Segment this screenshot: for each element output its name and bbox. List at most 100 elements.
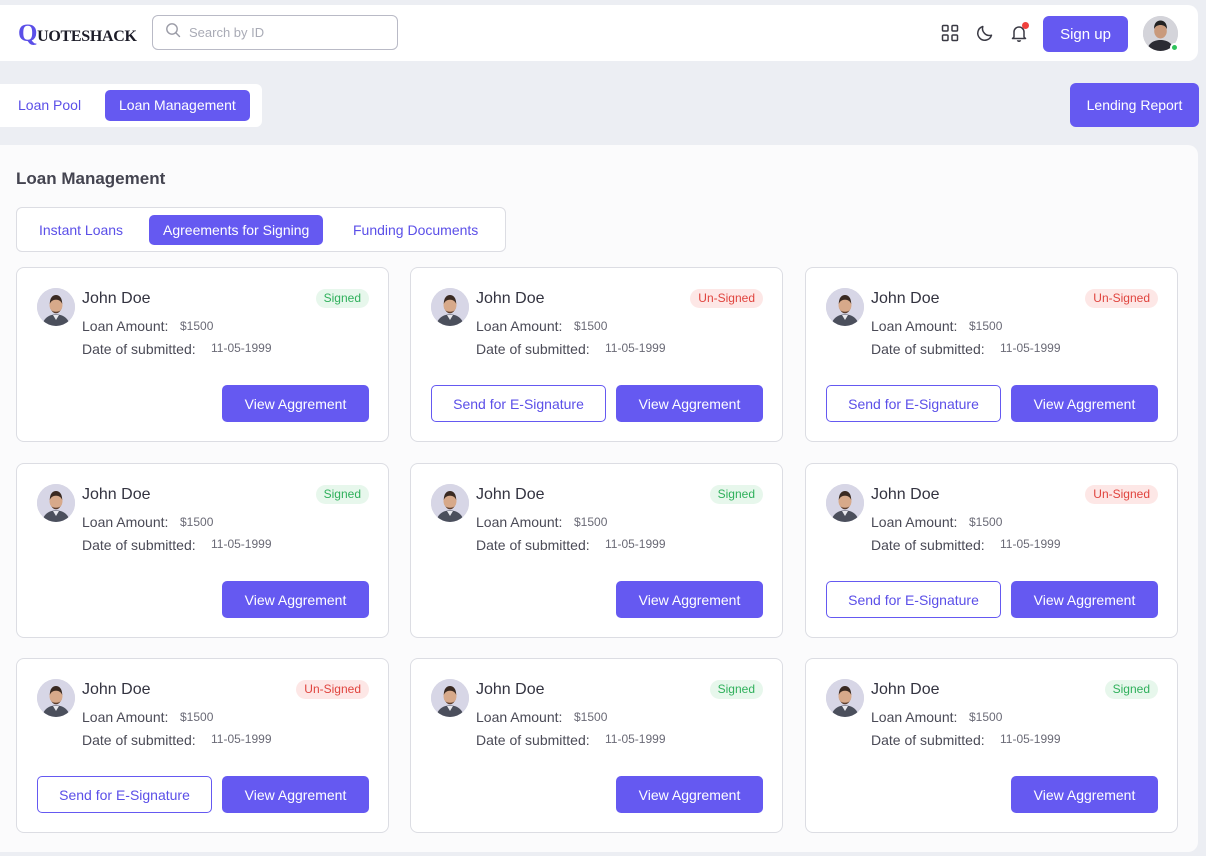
agreement-card: John Doe Signed Loan Amount: $1500 Date of s… (16, 267, 389, 442)
loan-amount-label: Loan Amount: (871, 318, 958, 334)
agreement-card: John Doe Un-Signed Loan Amount: $1500 Date o… (805, 463, 1178, 638)
notification-bell-icon[interactable] (1010, 22, 1029, 42)
loan-amount-label: Loan Amount: (476, 318, 563, 334)
loan-amount-label: Loan Amount: (871, 514, 958, 530)
status-badge: Signed (709, 680, 763, 699)
agreement-card: John Doe Un-Signed Loan Amount: $1500 Date o… (16, 658, 389, 833)
grid-apps-icon[interactable] (941, 24, 959, 42)
search-input[interactable] (189, 25, 389, 40)
page-title: Loan Management (16, 169, 166, 188)
date-submitted-value: 11-05-1999 (1000, 732, 1061, 746)
agreement-card: John Doe Signed Loan Amount: $1500 Date of s… (16, 463, 389, 638)
loan-amount-value: $1500 (180, 319, 214, 333)
user-avatar[interactable] (1143, 16, 1179, 52)
date-submitted-label: Date of submitted: (871, 732, 985, 748)
online-status-dot (1170, 43, 1179, 52)
send-e-signature-button[interactable]: Send for E-Signature (431, 385, 606, 422)
section-tabs: Loan Pool Loan Management (0, 84, 262, 127)
date-submitted-value: 11-05-1999 (211, 732, 272, 746)
date-submitted-value: 11-05-1999 (1000, 341, 1061, 355)
borrower-avatar (431, 679, 469, 717)
date-submitted-value: 11-05-1999 (605, 341, 666, 355)
borrower-avatar (37, 679, 75, 717)
date-submitted-label: Date of submitted: (476, 732, 590, 748)
view-agreement-button[interactable]: View Aggrement (1011, 581, 1158, 618)
status-badge: Un-Signed (1085, 485, 1158, 504)
logo-initial: Q (18, 20, 38, 47)
search-box[interactable] (152, 15, 398, 50)
loan-amount-value: $1500 (180, 710, 214, 724)
date-submitted-label: Date of submitted: (82, 732, 196, 748)
agreement-card: John Doe Un-Signed Loan Amount: $1500 Date o… (805, 267, 1178, 442)
view-agreement-button[interactable]: View Aggrement (222, 776, 369, 813)
borrower-avatar (431, 484, 469, 522)
logo-text: UOTESHACK (37, 28, 137, 45)
status-badge: Un-Signed (690, 289, 763, 308)
borrower-avatar (431, 288, 469, 326)
lending-report-button[interactable]: Lending Report (1070, 83, 1199, 127)
borrower-name: John Doe (82, 290, 151, 307)
borrower-avatar (826, 679, 864, 717)
view-agreement-button[interactable]: View Aggrement (616, 581, 763, 618)
view-agreement-button[interactable]: View Aggrement (616, 385, 763, 422)
sign-up-button[interactable]: Sign up (1043, 16, 1128, 52)
date-submitted-value: 11-05-1999 (605, 537, 666, 551)
status-badge: Signed (1104, 680, 1158, 699)
date-submitted-label: Date of submitted: (82, 341, 196, 357)
loan-amount-value: $1500 (574, 710, 608, 724)
loan-amount-value: $1500 (969, 710, 1003, 724)
agreement-card: John Doe Signed Loan Amount: $1500 Date of s… (410, 658, 783, 833)
loan-amount-value: $1500 (574, 319, 608, 333)
status-badge: Signed (709, 485, 763, 504)
brand-logo[interactable]: Q UOTESHACK (18, 20, 137, 48)
loan-amount-label: Loan Amount: (82, 318, 169, 334)
borrower-name: John Doe (871, 681, 940, 698)
borrower-name: John Doe (82, 486, 151, 503)
send-e-signature-button[interactable]: Send for E-Signature (826, 581, 1001, 618)
date-submitted-label: Date of submitted: (476, 341, 590, 357)
loan-amount-label: Loan Amount: (82, 514, 169, 530)
view-agreement-button[interactable]: View Aggrement (616, 776, 763, 813)
borrower-name: John Doe (476, 486, 545, 503)
tab-instant-loans[interactable]: Instant Loans (39, 222, 124, 238)
tab-funding-documents[interactable]: Funding Documents (353, 222, 479, 238)
loan-amount-value: $1500 (574, 515, 608, 529)
loan-amount-label: Loan Amount: (476, 514, 563, 530)
date-submitted-label: Date of submitted: (476, 537, 590, 553)
borrower-avatar (37, 484, 75, 522)
status-badge: Signed (315, 485, 369, 504)
borrower-avatar (826, 288, 864, 326)
loan-amount-label: Loan Amount: (871, 709, 958, 725)
agreement-card: John Doe Un-Signed Loan Amount: $1500 Date o… (410, 267, 783, 442)
borrower-avatar (37, 288, 75, 326)
date-submitted-value: 11-05-1999 (211, 537, 272, 551)
agreement-card: John Doe Signed Loan Amount: $1500 Date of s… (805, 658, 1178, 833)
loan-amount-label: Loan Amount: (476, 709, 563, 725)
dark-mode-moon-icon[interactable] (976, 24, 994, 42)
borrower-name: John Doe (476, 681, 545, 698)
notification-dot (1022, 22, 1029, 29)
view-agreement-button[interactable]: View Aggrement (222, 385, 369, 422)
date-submitted-value: 11-05-1999 (211, 341, 272, 355)
borrower-name: John Doe (871, 290, 940, 307)
view-agreement-button[interactable]: View Aggrement (1011, 776, 1158, 813)
date-submitted-value: 11-05-1999 (1000, 537, 1061, 551)
tab-loan-pool[interactable]: Loan Pool (18, 97, 82, 113)
send-e-signature-button[interactable]: Send for E-Signature (37, 776, 212, 813)
borrower-name: John Doe (82, 681, 151, 698)
view-agreement-button[interactable]: View Aggrement (222, 581, 369, 618)
send-e-signature-button[interactable]: Send for E-Signature (826, 385, 1001, 422)
status-badge: Un-Signed (1085, 289, 1158, 308)
tab-agreements-for-signing[interactable]: Agreements for Signing (149, 215, 324, 245)
tab-loan-management[interactable]: Loan Management (105, 90, 250, 121)
agreement-card: John Doe Signed Loan Amount: $1500 Date of s… (410, 463, 783, 638)
search-icon (165, 22, 181, 43)
borrower-name: John Doe (476, 290, 545, 307)
view-agreement-button[interactable]: View Aggrement (1011, 385, 1158, 422)
date-submitted-label: Date of submitted: (82, 537, 196, 553)
date-submitted-label: Date of submitted: (871, 537, 985, 553)
loan-subtabs: Instant Loans Agreements for Signing Fun… (16, 207, 506, 252)
loan-amount-value: $1500 (969, 319, 1003, 333)
loan-amount-value: $1500 (969, 515, 1003, 529)
